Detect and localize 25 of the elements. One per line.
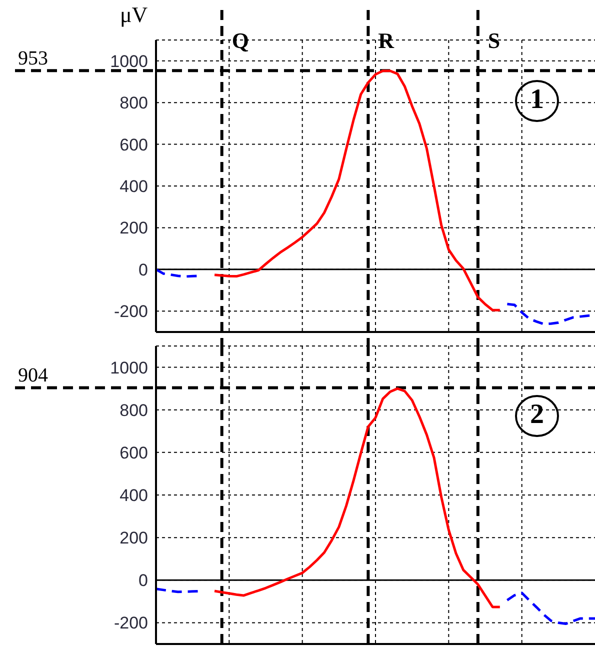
y-tick-label: 400 xyxy=(120,177,148,196)
line-series xyxy=(213,387,502,608)
y-tick-label: 800 xyxy=(120,400,148,420)
y-tick-label: 0 xyxy=(138,260,148,280)
y-tick-label: -200 xyxy=(114,614,148,633)
annotation: S xyxy=(488,28,500,53)
annotation: 1 xyxy=(529,84,545,116)
y-tick-label: -200 xyxy=(114,302,148,322)
y-tick-label: 1000 xyxy=(110,52,148,71)
y-tick-label: 400 xyxy=(120,486,148,506)
y-tick-label: 600 xyxy=(120,443,148,462)
ref-line-label: 904 xyxy=(18,364,48,387)
annotation: 2 xyxy=(529,399,545,431)
ref-line-label: 953 xyxy=(18,48,48,70)
line-series xyxy=(506,592,595,626)
y-axis-title: μV xyxy=(120,2,148,28)
annotation: Q xyxy=(232,28,249,53)
y-tick-label: 200 xyxy=(120,528,148,548)
annotation: R xyxy=(378,28,396,53)
y-tick-label: 1000 xyxy=(110,358,148,378)
line-series xyxy=(213,70,502,312)
y-tick-label: 0 xyxy=(138,571,148,590)
y-tick-label: 600 xyxy=(120,135,148,154)
y-tick-label: 200 xyxy=(120,218,148,238)
y-tick-label: 800 xyxy=(120,94,148,113)
